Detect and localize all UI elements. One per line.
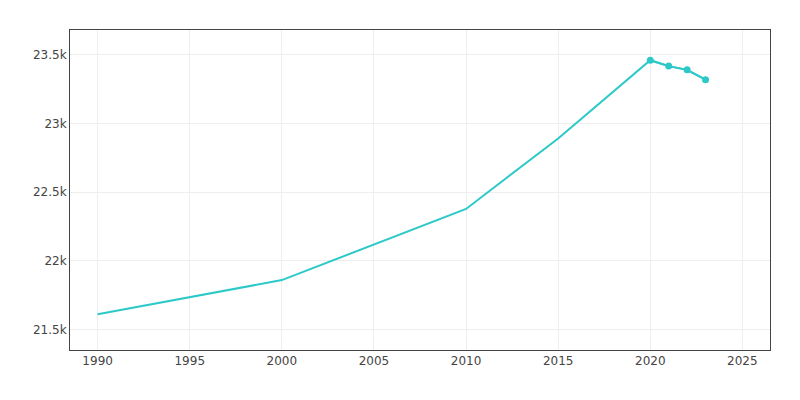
svg-text:22.5k: 22.5k <box>33 185 67 199</box>
svg-text:23.5k: 23.5k <box>33 48 67 62</box>
svg-text:2000: 2000 <box>267 354 298 368</box>
svg-text:2025: 2025 <box>727 354 758 368</box>
svg-text:22k: 22k <box>44 254 66 268</box>
svg-text:2005: 2005 <box>359 354 390 368</box>
svg-text:23k: 23k <box>44 117 66 131</box>
svg-text:21.5k: 21.5k <box>33 323 67 337</box>
svg-text:2020: 2020 <box>635 354 666 368</box>
svg-text:2015: 2015 <box>543 354 574 368</box>
svg-text:1995: 1995 <box>174 354 205 368</box>
svg-text:2010: 2010 <box>451 354 482 368</box>
svg-text:1990: 1990 <box>82 354 113 368</box>
